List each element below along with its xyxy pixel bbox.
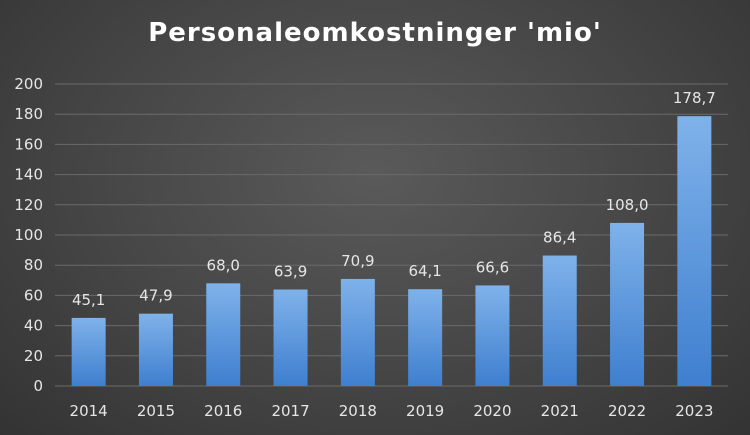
- bar-2018: [340, 278, 375, 386]
- bar-2020: [475, 285, 510, 386]
- x-tick-label-2019: 2019: [406, 402, 444, 420]
- x-tick-label-2021: 2021: [541, 402, 579, 420]
- x-tick-label-2020: 2020: [473, 402, 511, 420]
- x-tick-label-2022: 2022: [608, 402, 646, 420]
- data-label-2022: 108,0: [606, 196, 649, 214]
- data-labels: 45,1 47,9 68,0 63,9 70,9 64,1 66,6 86,4 108,0 178…: [72, 89, 716, 309]
- y-tick-label: 200: [14, 75, 43, 93]
- bar-2014: [71, 317, 106, 386]
- bar-2023: [677, 116, 712, 387]
- x-tick-label-2015: 2015: [137, 402, 175, 420]
- x-axis-ticks: 2014 2015 2016 2017 2018 2019 2020 2021 2022 2023: [70, 402, 714, 420]
- y-tick-label: 180: [14, 105, 43, 123]
- y-tick-label: 80: [24, 256, 43, 274]
- x-tick-label-2014: 2014: [70, 402, 108, 420]
- bar-2016: [206, 283, 241, 386]
- y-tick-label: 60: [24, 286, 43, 304]
- x-tick-label-2023: 2023: [675, 402, 713, 420]
- bars: [71, 116, 712, 387]
- data-label-2023: 178,7: [673, 89, 716, 107]
- x-tick-label-2016: 2016: [204, 402, 242, 420]
- y-tick-label: 100: [14, 226, 43, 244]
- data-label-2017: 63,9: [274, 263, 307, 281]
- data-label-2016: 68,0: [207, 256, 240, 274]
- data-label-2014: 45,1: [72, 291, 105, 309]
- y-tick-label: 140: [14, 166, 43, 184]
- x-tick-label-2018: 2018: [339, 402, 377, 420]
- bar-2022: [610, 222, 645, 386]
- y-tick-label: 40: [24, 317, 43, 335]
- y-tick-label: 0: [33, 377, 43, 395]
- data-label-2021: 86,4: [543, 229, 576, 247]
- bar-2017: [273, 289, 308, 386]
- y-tick-label: 120: [14, 196, 43, 214]
- data-label-2020: 66,6: [476, 258, 509, 276]
- y-tick-label: 20: [24, 347, 43, 365]
- x-tick-label-2017: 2017: [271, 402, 309, 420]
- data-label-2015: 47,9: [139, 287, 172, 305]
- bar-2019: [408, 289, 443, 386]
- y-axis-ticks: 0 20 40 60 80 100 120 140 160 180 200: [14, 75, 43, 395]
- y-tick-label: 160: [14, 135, 43, 153]
- bar-2015: [138, 313, 173, 386]
- data-label-2019: 64,1: [408, 262, 441, 280]
- bar-2021: [542, 255, 577, 386]
- data-label-2018: 70,9: [341, 252, 374, 270]
- chart-title: Personaleomkostninger 'mio': [148, 18, 602, 48]
